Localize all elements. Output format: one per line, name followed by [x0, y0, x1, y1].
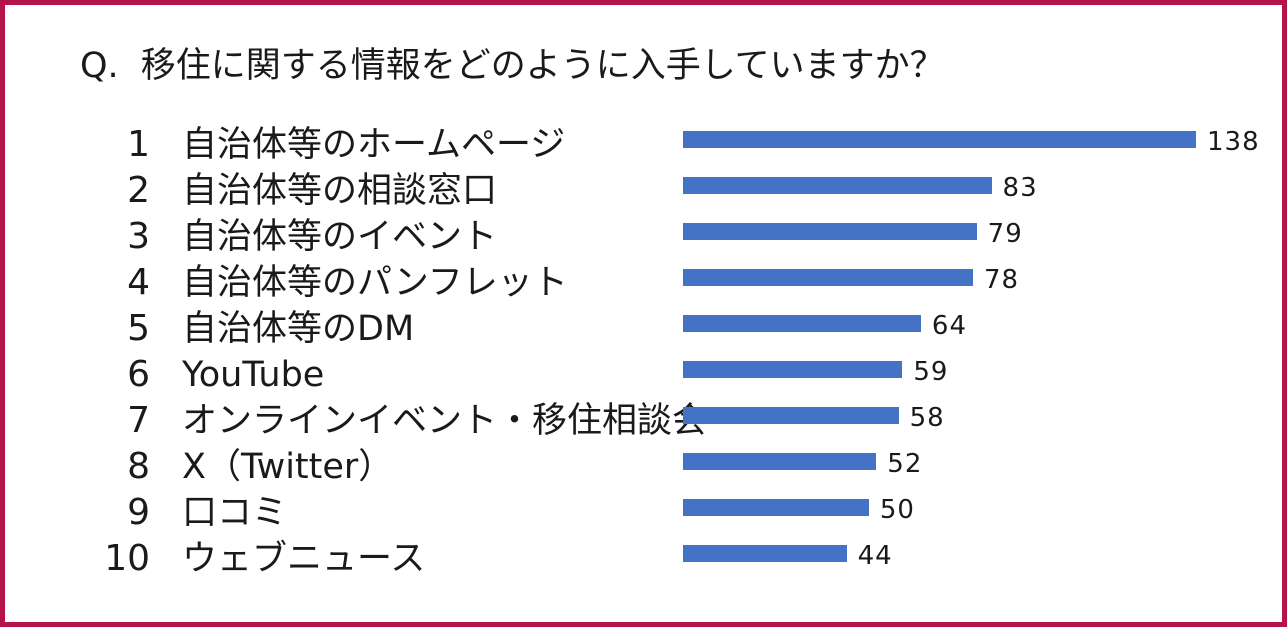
rank-number: 8 — [127, 446, 150, 487]
category-label: 自治体等のイベント — [182, 217, 498, 257]
category-label: YouTube — [182, 355, 325, 395]
bar — [683, 360, 903, 378]
bar — [683, 452, 877, 470]
category-label: オンラインイベント・移住相談会 — [182, 401, 708, 441]
data-label: 78 — [983, 265, 1020, 295]
rank-number: 3 — [127, 216, 150, 257]
category-label: 自治体等のパンフレット — [182, 263, 568, 303]
data-label: 52 — [887, 449, 923, 479]
bar — [683, 176, 992, 194]
question-title: Q. 移住に関する情報をどのように入手していますか？ — [80, 44, 945, 88]
rank-number: 9 — [127, 492, 150, 533]
question-text: 移住に関する情報をどのように入手していますか？ — [140, 46, 945, 86]
rank-number: 4 — [127, 262, 150, 303]
data-label: 44 — [857, 541, 893, 571]
bar — [683, 544, 847, 562]
bar — [683, 268, 973, 286]
bar — [683, 222, 977, 240]
category-label: 自治体等のホームページ — [182, 125, 566, 165]
category-label: X（Twitter） — [182, 447, 394, 487]
category-label: 口コミ — [182, 493, 288, 533]
category-label: 自治体等の相談窓口 — [182, 171, 498, 211]
rank-number: 5 — [127, 308, 150, 349]
question-prefix: Q. — [80, 46, 119, 86]
category-label: ウェブニュース — [182, 539, 426, 579]
rank-number: 7 — [127, 400, 150, 441]
data-label: 59 — [913, 357, 949, 387]
bar — [683, 406, 899, 424]
data-label: 64 — [931, 311, 967, 341]
category-label: 自治体等のDM — [182, 309, 415, 349]
bar — [683, 130, 1196, 148]
bar — [683, 314, 921, 332]
rank-number: 1 — [127, 124, 150, 165]
data-label: 58 — [909, 403, 945, 433]
bar — [683, 498, 869, 516]
rank-number: 6 — [127, 354, 150, 395]
data-label: 83 — [1002, 173, 1038, 203]
rank-number: 2 — [127, 170, 150, 211]
data-label: 138 — [1207, 127, 1260, 157]
data-label: 79 — [987, 219, 1023, 249]
rank-number: 10 — [104, 538, 150, 579]
data-label: 50 — [879, 495, 915, 525]
